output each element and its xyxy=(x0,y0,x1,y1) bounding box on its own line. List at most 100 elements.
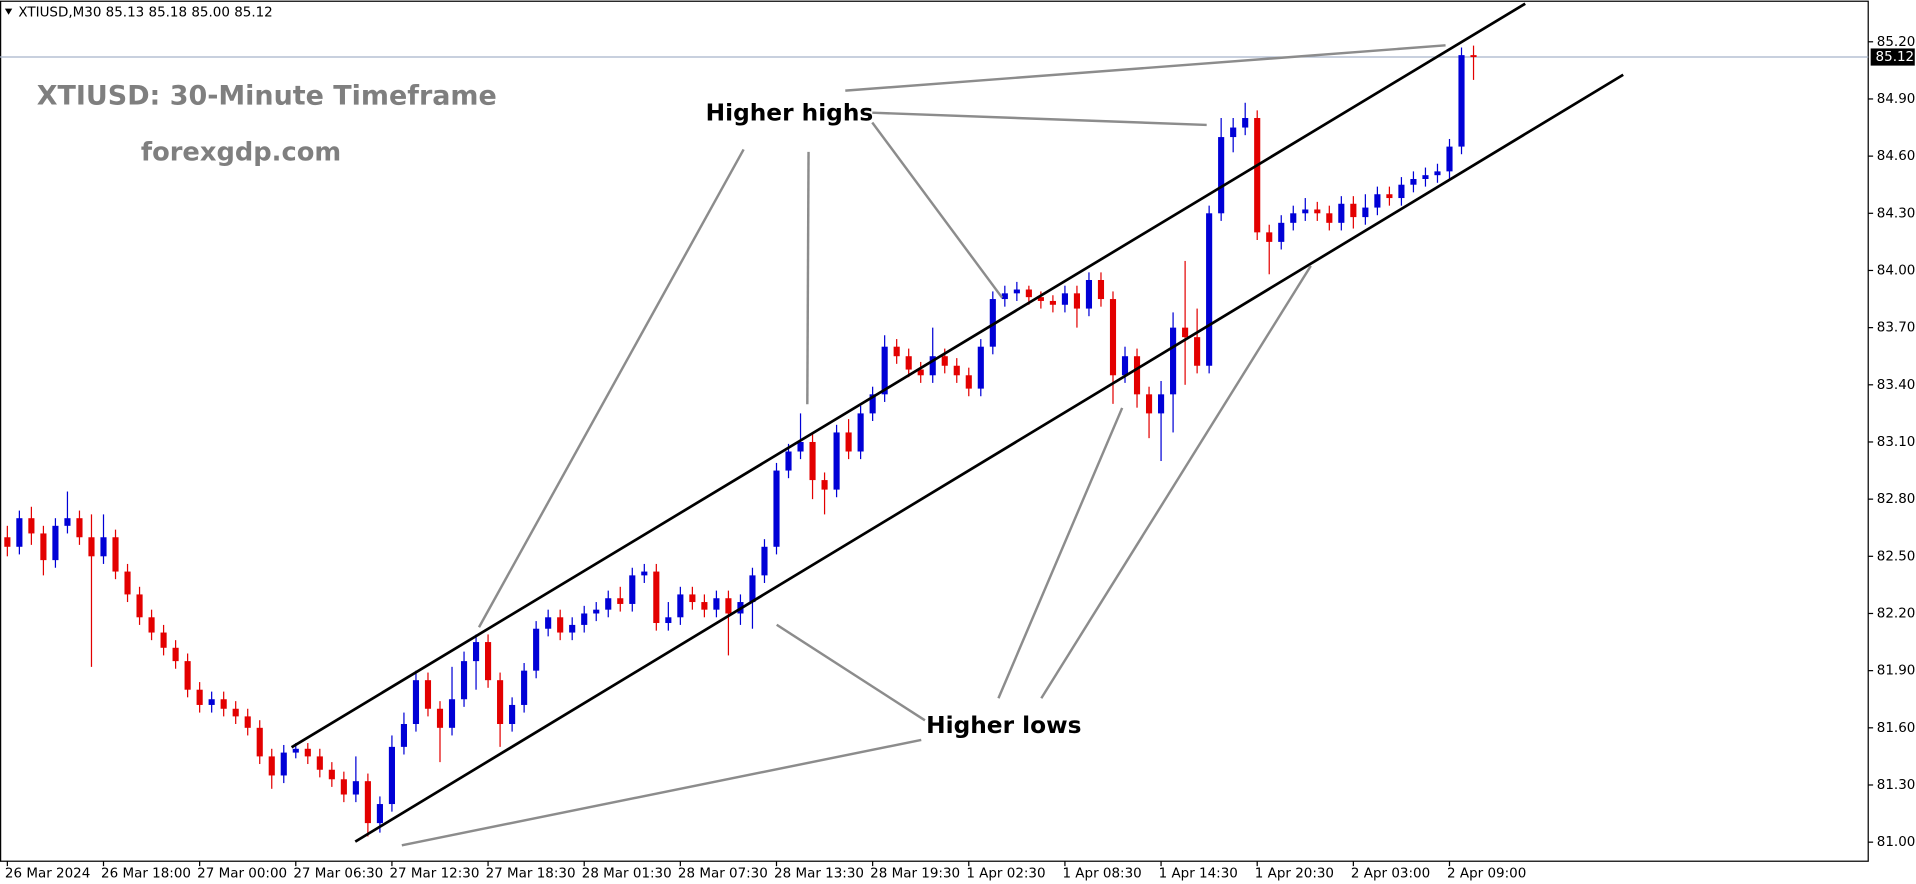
candle-body xyxy=(1278,222,1285,242)
candle-body xyxy=(136,594,143,618)
candle-body xyxy=(388,746,395,805)
candle-body xyxy=(857,413,864,452)
candle-body xyxy=(1410,178,1417,185)
candle-body xyxy=(100,537,107,557)
plot-frame xyxy=(0,0,1869,862)
symbol-header: XTIUSD,M30 85.13 85.18 85.00 85.12 xyxy=(18,4,272,20)
candle-body xyxy=(1242,118,1249,128)
candle-body xyxy=(1266,232,1273,242)
candle-body xyxy=(1182,327,1189,338)
y-tick-label: 83.10 xyxy=(1877,434,1916,450)
candle-body xyxy=(292,748,299,753)
candle-body xyxy=(184,661,191,690)
candle-body xyxy=(1121,356,1129,376)
pointer-line xyxy=(477,148,745,628)
candle-body xyxy=(521,670,528,705)
candle-body xyxy=(761,546,768,576)
candle-body xyxy=(1073,293,1081,309)
pointer-line xyxy=(806,151,810,405)
candle-body xyxy=(1458,55,1465,147)
candle-body xyxy=(1085,279,1093,309)
candle-body xyxy=(1206,213,1213,366)
y-tick-label: 85.20 xyxy=(1877,34,1916,50)
candle-body xyxy=(304,748,311,757)
candle-body xyxy=(1218,137,1225,214)
candle-body xyxy=(364,781,371,824)
candle-body xyxy=(1025,289,1032,298)
x-tick-label: 1 Apr 08:30 xyxy=(1062,865,1141,881)
candle-body xyxy=(112,537,119,572)
candle-body xyxy=(1001,293,1008,300)
candle-body xyxy=(929,356,936,376)
candle-body xyxy=(340,779,347,795)
candle-body xyxy=(797,441,804,452)
candle-body xyxy=(497,680,504,725)
x-tick-label: 28 Mar 07:30 xyxy=(678,865,768,881)
candle-body xyxy=(280,752,287,776)
candle-body xyxy=(1362,207,1369,218)
candle-body xyxy=(1037,297,1044,301)
candle-body xyxy=(785,451,792,471)
candle-body xyxy=(220,699,227,709)
annotation-pointers xyxy=(401,44,1446,847)
x-tick-label: 28 Mar 19:30 xyxy=(870,865,960,881)
upper-channel-line xyxy=(290,2,1526,749)
candle-body xyxy=(28,518,35,534)
candle-body xyxy=(376,804,383,824)
menu-arrow[interactable] xyxy=(4,8,13,15)
x-tick-label: 2 Apr 03:00 xyxy=(1351,865,1430,881)
candle-body xyxy=(1290,213,1297,223)
pointer-line xyxy=(776,623,926,722)
candle-body xyxy=(1194,337,1201,366)
channel xyxy=(290,2,1624,843)
pointer-line xyxy=(1040,265,1312,699)
x-tick-label: 1 Apr 14:30 xyxy=(1159,865,1238,881)
candle-body xyxy=(485,642,492,681)
x-tick-label: 27 Mar 06:30 xyxy=(293,865,383,881)
candle-body xyxy=(701,602,708,610)
candle-body xyxy=(941,356,948,366)
x-tick-label: 1 Apr 20:30 xyxy=(1255,865,1334,881)
candle-body xyxy=(328,769,335,780)
pointer-line xyxy=(845,44,1446,92)
y-tick-label: 84.30 xyxy=(1877,205,1916,221)
candle-body xyxy=(1470,55,1477,58)
candle-body xyxy=(653,571,660,624)
candle-body xyxy=(196,689,203,705)
candle-body xyxy=(533,628,540,671)
annotation-label: Higher highs xyxy=(706,99,874,126)
candle-body xyxy=(677,594,684,618)
candle-body xyxy=(52,525,59,561)
candle-body xyxy=(208,699,215,705)
candle-body xyxy=(1398,184,1405,199)
candle-body xyxy=(460,661,468,700)
candle-body xyxy=(1446,146,1453,172)
candle-body xyxy=(725,598,732,614)
y-tick-label: 82.80 xyxy=(1877,491,1916,507)
annotation-label: Higher lows xyxy=(926,712,1081,739)
candle-body xyxy=(665,617,672,624)
y-tick-label: 84.60 xyxy=(1877,148,1916,164)
candle-body xyxy=(436,708,444,728)
candle-body xyxy=(124,571,131,595)
candle-body xyxy=(1013,289,1020,294)
last-price-box xyxy=(1870,48,1915,66)
candle-body xyxy=(977,346,984,389)
candle-body xyxy=(1097,279,1105,300)
chart-title: XTIUSD: 30-Minute Timeframe xyxy=(37,80,497,111)
candle-body xyxy=(1061,293,1068,305)
candle-body xyxy=(881,346,888,395)
candle-body xyxy=(472,642,480,662)
candle-body xyxy=(1145,394,1153,414)
candle-body xyxy=(869,394,876,414)
candle-body xyxy=(172,647,179,662)
x-tick-label: 27 Mar 00:00 xyxy=(197,865,287,881)
lower-channel-line xyxy=(354,73,1624,843)
candle-body xyxy=(605,598,612,610)
candle-body xyxy=(1230,127,1237,138)
pointer-line xyxy=(871,121,1004,299)
candle-body xyxy=(1254,118,1261,233)
y-tick-label: 84.00 xyxy=(1877,262,1916,278)
candle-body xyxy=(1422,175,1429,179)
candle-body xyxy=(16,518,23,547)
